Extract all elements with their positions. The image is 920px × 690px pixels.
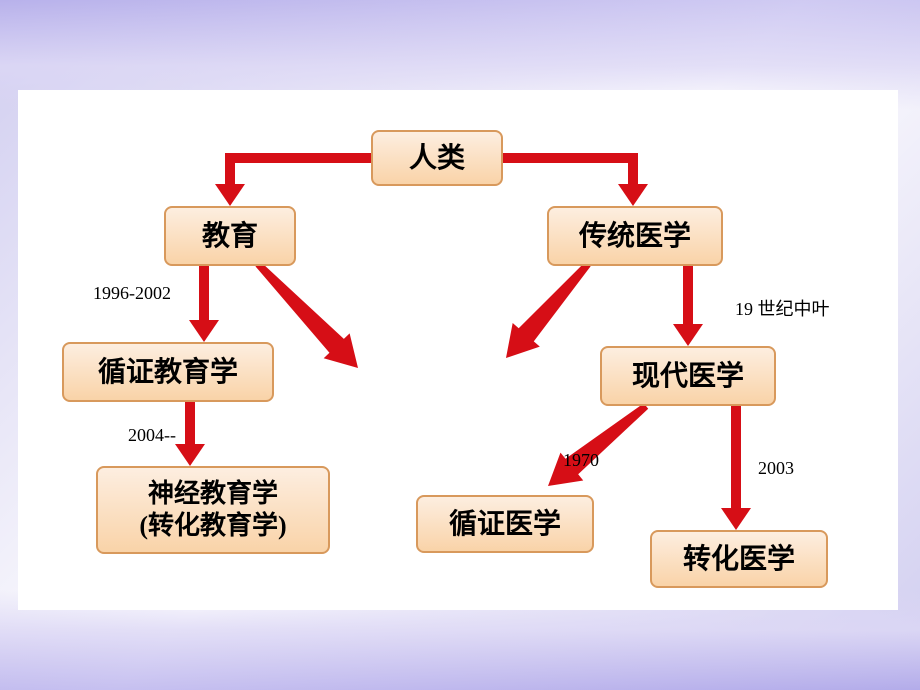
diagram-canvas: 人类 教育 传统医学 循证教育学 现代医学 神经教育学 (转化教育学) 循证医学… <box>18 90 898 610</box>
node-label: 神经教育学 <box>148 478 278 511</box>
node-modmed: 现代医学 <box>600 346 776 406</box>
node-label: (转化教育学) <box>139 510 286 543</box>
edge-label-2003: 2003 <box>758 458 794 479</box>
edge-label-1996-2002: 1996-2002 <box>93 283 171 304</box>
node-humanity: 人类 <box>371 130 503 186</box>
node-evidedu: 循证教育学 <box>62 342 274 402</box>
edge-label-19c: 19 世纪中叶 <box>735 295 830 321</box>
node-evidmed: 循证医学 <box>416 495 594 553</box>
node-label: 现代医学 <box>632 359 744 394</box>
node-label: 教育 <box>202 219 258 254</box>
edge-label-1970: 1970 <box>563 450 599 471</box>
node-label: 转化医学 <box>683 542 795 577</box>
node-label: 循证医学 <box>449 507 561 542</box>
node-label: 循证教育学 <box>98 355 238 390</box>
node-education: 教育 <box>164 206 296 266</box>
node-tradmed: 传统医学 <box>547 206 723 266</box>
edge-label-2004: 2004-- <box>128 425 176 446</box>
node-label: 传统医学 <box>579 219 691 254</box>
node-neuroedu: 神经教育学 (转化教育学) <box>96 466 330 554</box>
node-transmed: 转化医学 <box>650 530 828 588</box>
node-label: 人类 <box>409 141 465 176</box>
